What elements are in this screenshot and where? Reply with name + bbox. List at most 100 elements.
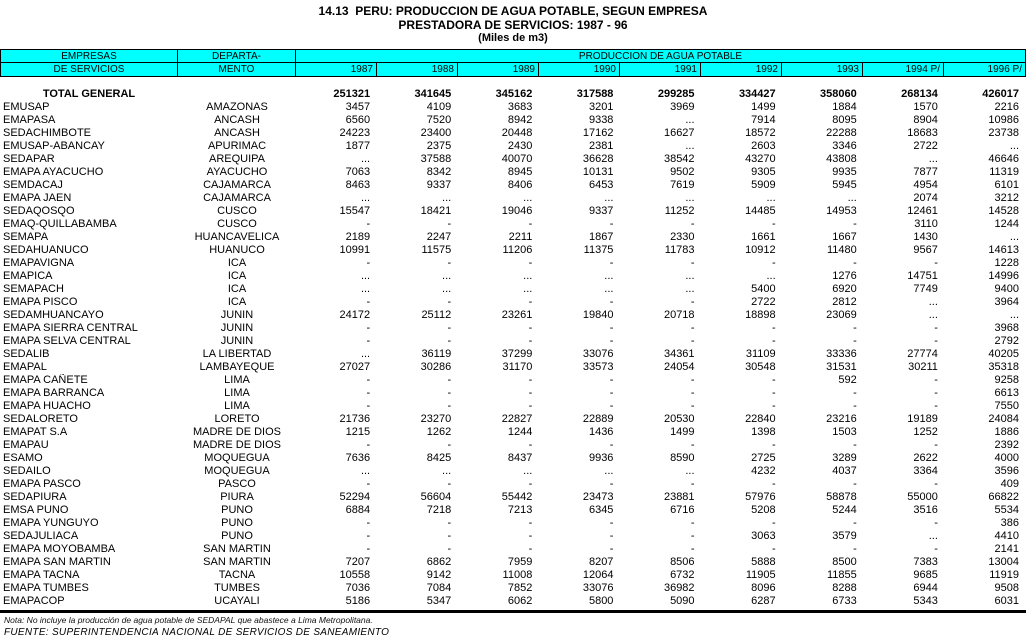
value-cell: 2722 xyxy=(913,140,938,152)
value-cell: - xyxy=(771,400,776,412)
report-title-line1: 14.13 PERU: PRODUCCION DE AGUA POTABLE, … xyxy=(318,4,708,18)
value-cell: ... xyxy=(442,270,452,282)
year-column-header: 1993 xyxy=(782,63,863,76)
table-row: EMAPA AYACUCHO AYACUCHO 7063 8342 8945 10131 9… xyxy=(0,166,1026,179)
value-cell: 6732 xyxy=(670,569,695,581)
value-cell: 4232 xyxy=(751,465,776,477)
value-cell: - xyxy=(690,257,695,269)
header-mento: MENTO xyxy=(178,63,296,76)
value-cell: 12461 xyxy=(907,205,938,217)
value-cell: 9337 xyxy=(426,179,452,191)
value-cell: - xyxy=(528,530,533,542)
value-cell: 27774 xyxy=(907,348,938,360)
value-cell: - xyxy=(447,530,452,542)
value-cell: 1262 xyxy=(426,426,452,438)
value-cell: 36628 xyxy=(582,153,614,165)
value-cell: ... xyxy=(604,465,614,477)
department-cell: PUNO xyxy=(221,517,253,529)
department-cell: MOQUEGUA xyxy=(204,465,270,477)
value-cell: 2375 xyxy=(426,140,452,152)
value-cell: 9935 xyxy=(832,166,857,178)
value-cell: ... xyxy=(685,192,695,204)
value-cell: - xyxy=(934,439,938,451)
value-cell: 3201 xyxy=(588,101,614,113)
value-cell: 1503 xyxy=(832,426,857,438)
value-cell: 19189 xyxy=(907,413,938,425)
table-row: EMAPA CAÑETE LIMA - - - - - - 592 - 9258 xyxy=(0,374,1026,387)
value-cell: 19046 xyxy=(501,205,533,217)
value-cell: 34361 xyxy=(663,348,695,360)
value-cell: 20718 xyxy=(663,309,695,321)
year-column-header: 1987 xyxy=(296,63,377,76)
value-cell: 8095 xyxy=(832,114,857,126)
value-cell: - xyxy=(853,517,857,529)
value-cell: 10912 xyxy=(745,244,776,256)
value-cell: - xyxy=(528,387,533,399)
value-cell: 5186 xyxy=(345,595,371,607)
header-produccion-group: PRODUCCION DE AGUA POTABLE xyxy=(296,50,1025,63)
value-cell: 6862 xyxy=(426,556,452,568)
value-cell: 1215 xyxy=(345,426,371,438)
value-cell: 3964 xyxy=(994,296,1019,308)
value-cell: 7619 xyxy=(670,179,695,191)
company-cell: EMAPA MOYOBAMBA xyxy=(3,543,116,555)
value-cell: - xyxy=(853,335,857,347)
value-cell: 11783 xyxy=(664,244,695,256)
company-cell: EMAPA JAEN xyxy=(3,192,72,204)
department-cell: PIURA xyxy=(220,491,254,503)
value-cell: - xyxy=(853,478,857,490)
value-cell: - xyxy=(690,530,695,542)
company-cell: EMAPA HUACHO xyxy=(3,400,91,412)
value-cell: 23261 xyxy=(501,309,533,321)
value-cell: 66822 xyxy=(988,491,1019,503)
value-cell: - xyxy=(609,296,614,308)
value-cell: 8437 xyxy=(507,452,533,464)
table-bottom-rule xyxy=(0,610,1026,613)
value-cell: 31109 xyxy=(745,348,776,360)
department-cell: ICA xyxy=(227,283,247,295)
report-title-units: (Miles de m3) xyxy=(478,32,548,44)
department-cell: HUANUCO xyxy=(209,244,265,256)
value-cell: ... xyxy=(523,270,533,282)
value-cell: ... xyxy=(1009,140,1019,152)
value-cell: - xyxy=(609,374,614,386)
value-cell: 31170 xyxy=(502,361,533,373)
value-cell: 7852 xyxy=(507,582,533,594)
value-cell: - xyxy=(366,530,371,542)
value-cell: 6560 xyxy=(345,114,371,126)
value-cell: 2074 xyxy=(913,192,938,204)
department-cell: ICA xyxy=(227,296,247,308)
value-cell: - xyxy=(853,543,857,555)
department-cell: CAJAMARCA xyxy=(203,192,271,204)
value-cell: 341645 xyxy=(414,88,452,100)
value-cell: 23270 xyxy=(420,413,452,425)
value-cell: ... xyxy=(685,140,695,152)
year-column-header: 1992 xyxy=(701,63,782,76)
table-row: EMAPAL LAMBAYEQUE 27027 30286 31170 33573 2405… xyxy=(0,361,1026,374)
value-cell: ... xyxy=(685,270,695,282)
value-cell: 1398 xyxy=(751,426,776,438)
value-cell: - xyxy=(853,439,857,451)
table-row: SEDAHUANUCO HUANUCO 10991 11575 11206 11375 11… xyxy=(0,244,1026,257)
value-cell: - xyxy=(609,543,614,555)
value-cell: 7749 xyxy=(913,283,938,295)
department-cell: CAJAMARCA xyxy=(203,179,271,191)
value-cell: 11206 xyxy=(502,244,533,256)
value-cell: - xyxy=(690,400,695,412)
table-row: SEDAPAR AREQUIPA... 37588 40070 36628 38542 43… xyxy=(0,153,1026,166)
value-cell: 18683 xyxy=(907,127,938,139)
table-header: EMPRESAS DEPARTA- PRODUCCION DE AGUA POT… xyxy=(0,49,1026,77)
value-cell: 2189 xyxy=(345,231,371,243)
value-cell: 30548 xyxy=(745,361,776,373)
value-cell: ... xyxy=(604,270,614,282)
table-row: EMAPA PISCO ICA - - - - - 2722 2812... 3964 xyxy=(0,296,1026,309)
value-cell: 1252 xyxy=(913,426,938,438)
value-cell: - xyxy=(690,335,695,347)
value-cell: 4109 xyxy=(426,101,452,113)
value-cell: 43808 xyxy=(826,153,857,165)
value-cell: 8942 xyxy=(507,114,533,126)
value-cell: - xyxy=(609,439,614,451)
company-cell: ESAMO xyxy=(3,452,43,464)
value-cell: 11575 xyxy=(421,244,452,256)
value-cell: - xyxy=(934,335,938,347)
